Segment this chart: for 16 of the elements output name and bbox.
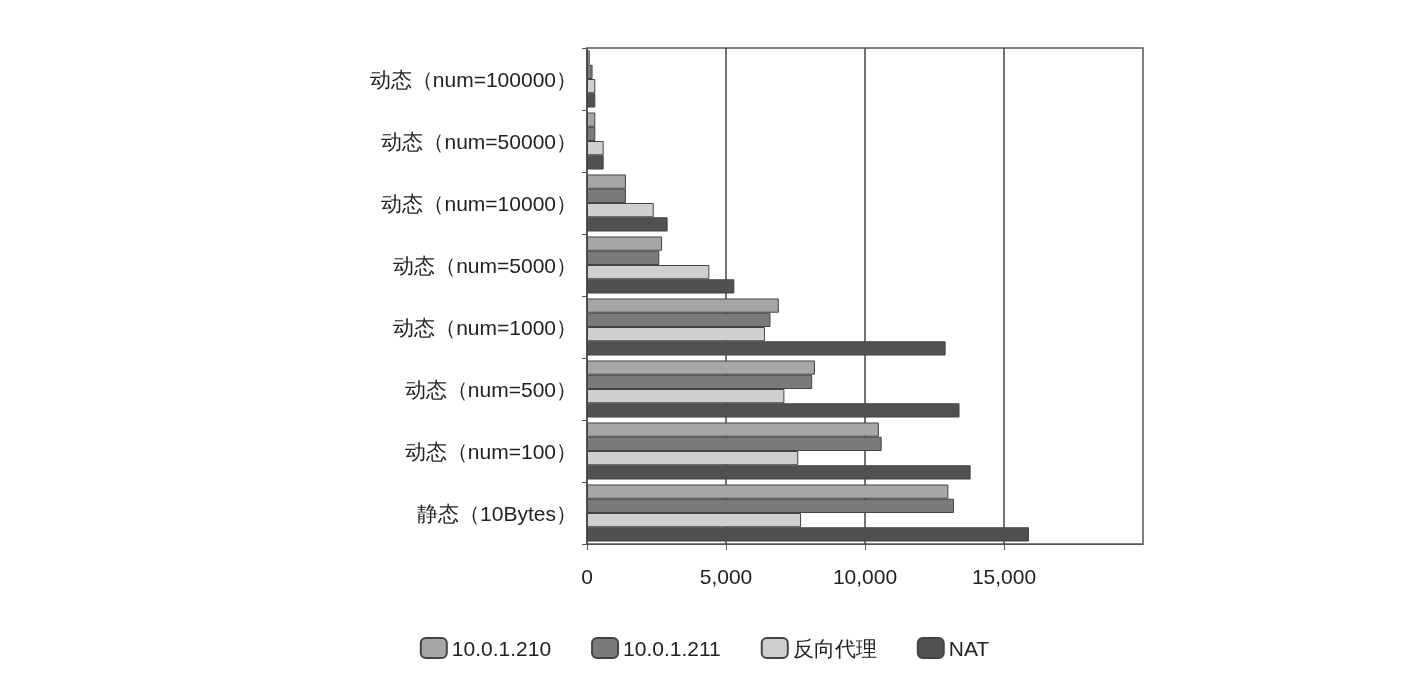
y-tick-label: 动态（num=100000） bbox=[369, 67, 577, 91]
y-tick-label: 动态（num=1000） bbox=[393, 315, 577, 339]
y-tick-label: 动态（num=100） bbox=[404, 439, 577, 463]
y-tick-label: 动态（num=10000） bbox=[381, 191, 577, 215]
legend-label: NAT bbox=[948, 636, 990, 660]
y-tick-label: 动态（num=5000） bbox=[393, 253, 577, 277]
legend-label: 反向代理 bbox=[792, 636, 877, 660]
legend-label: 10.0.1.211 bbox=[623, 636, 721, 660]
y-tick-label: 静态（10Bytes） bbox=[417, 501, 577, 525]
x-tick-label: 15,000 bbox=[971, 565, 1037, 588]
y-tick-label: 动态（num=50000） bbox=[381, 129, 577, 153]
x-tick-label: 0 bbox=[581, 565, 593, 588]
x-tick-label: 5,000 bbox=[699, 565, 753, 588]
y-tick-label: 动态（num=500） bbox=[404, 377, 577, 401]
x-tick-label: 10,000 bbox=[832, 565, 898, 588]
legend-label: 10.0.1.210 bbox=[451, 636, 552, 660]
